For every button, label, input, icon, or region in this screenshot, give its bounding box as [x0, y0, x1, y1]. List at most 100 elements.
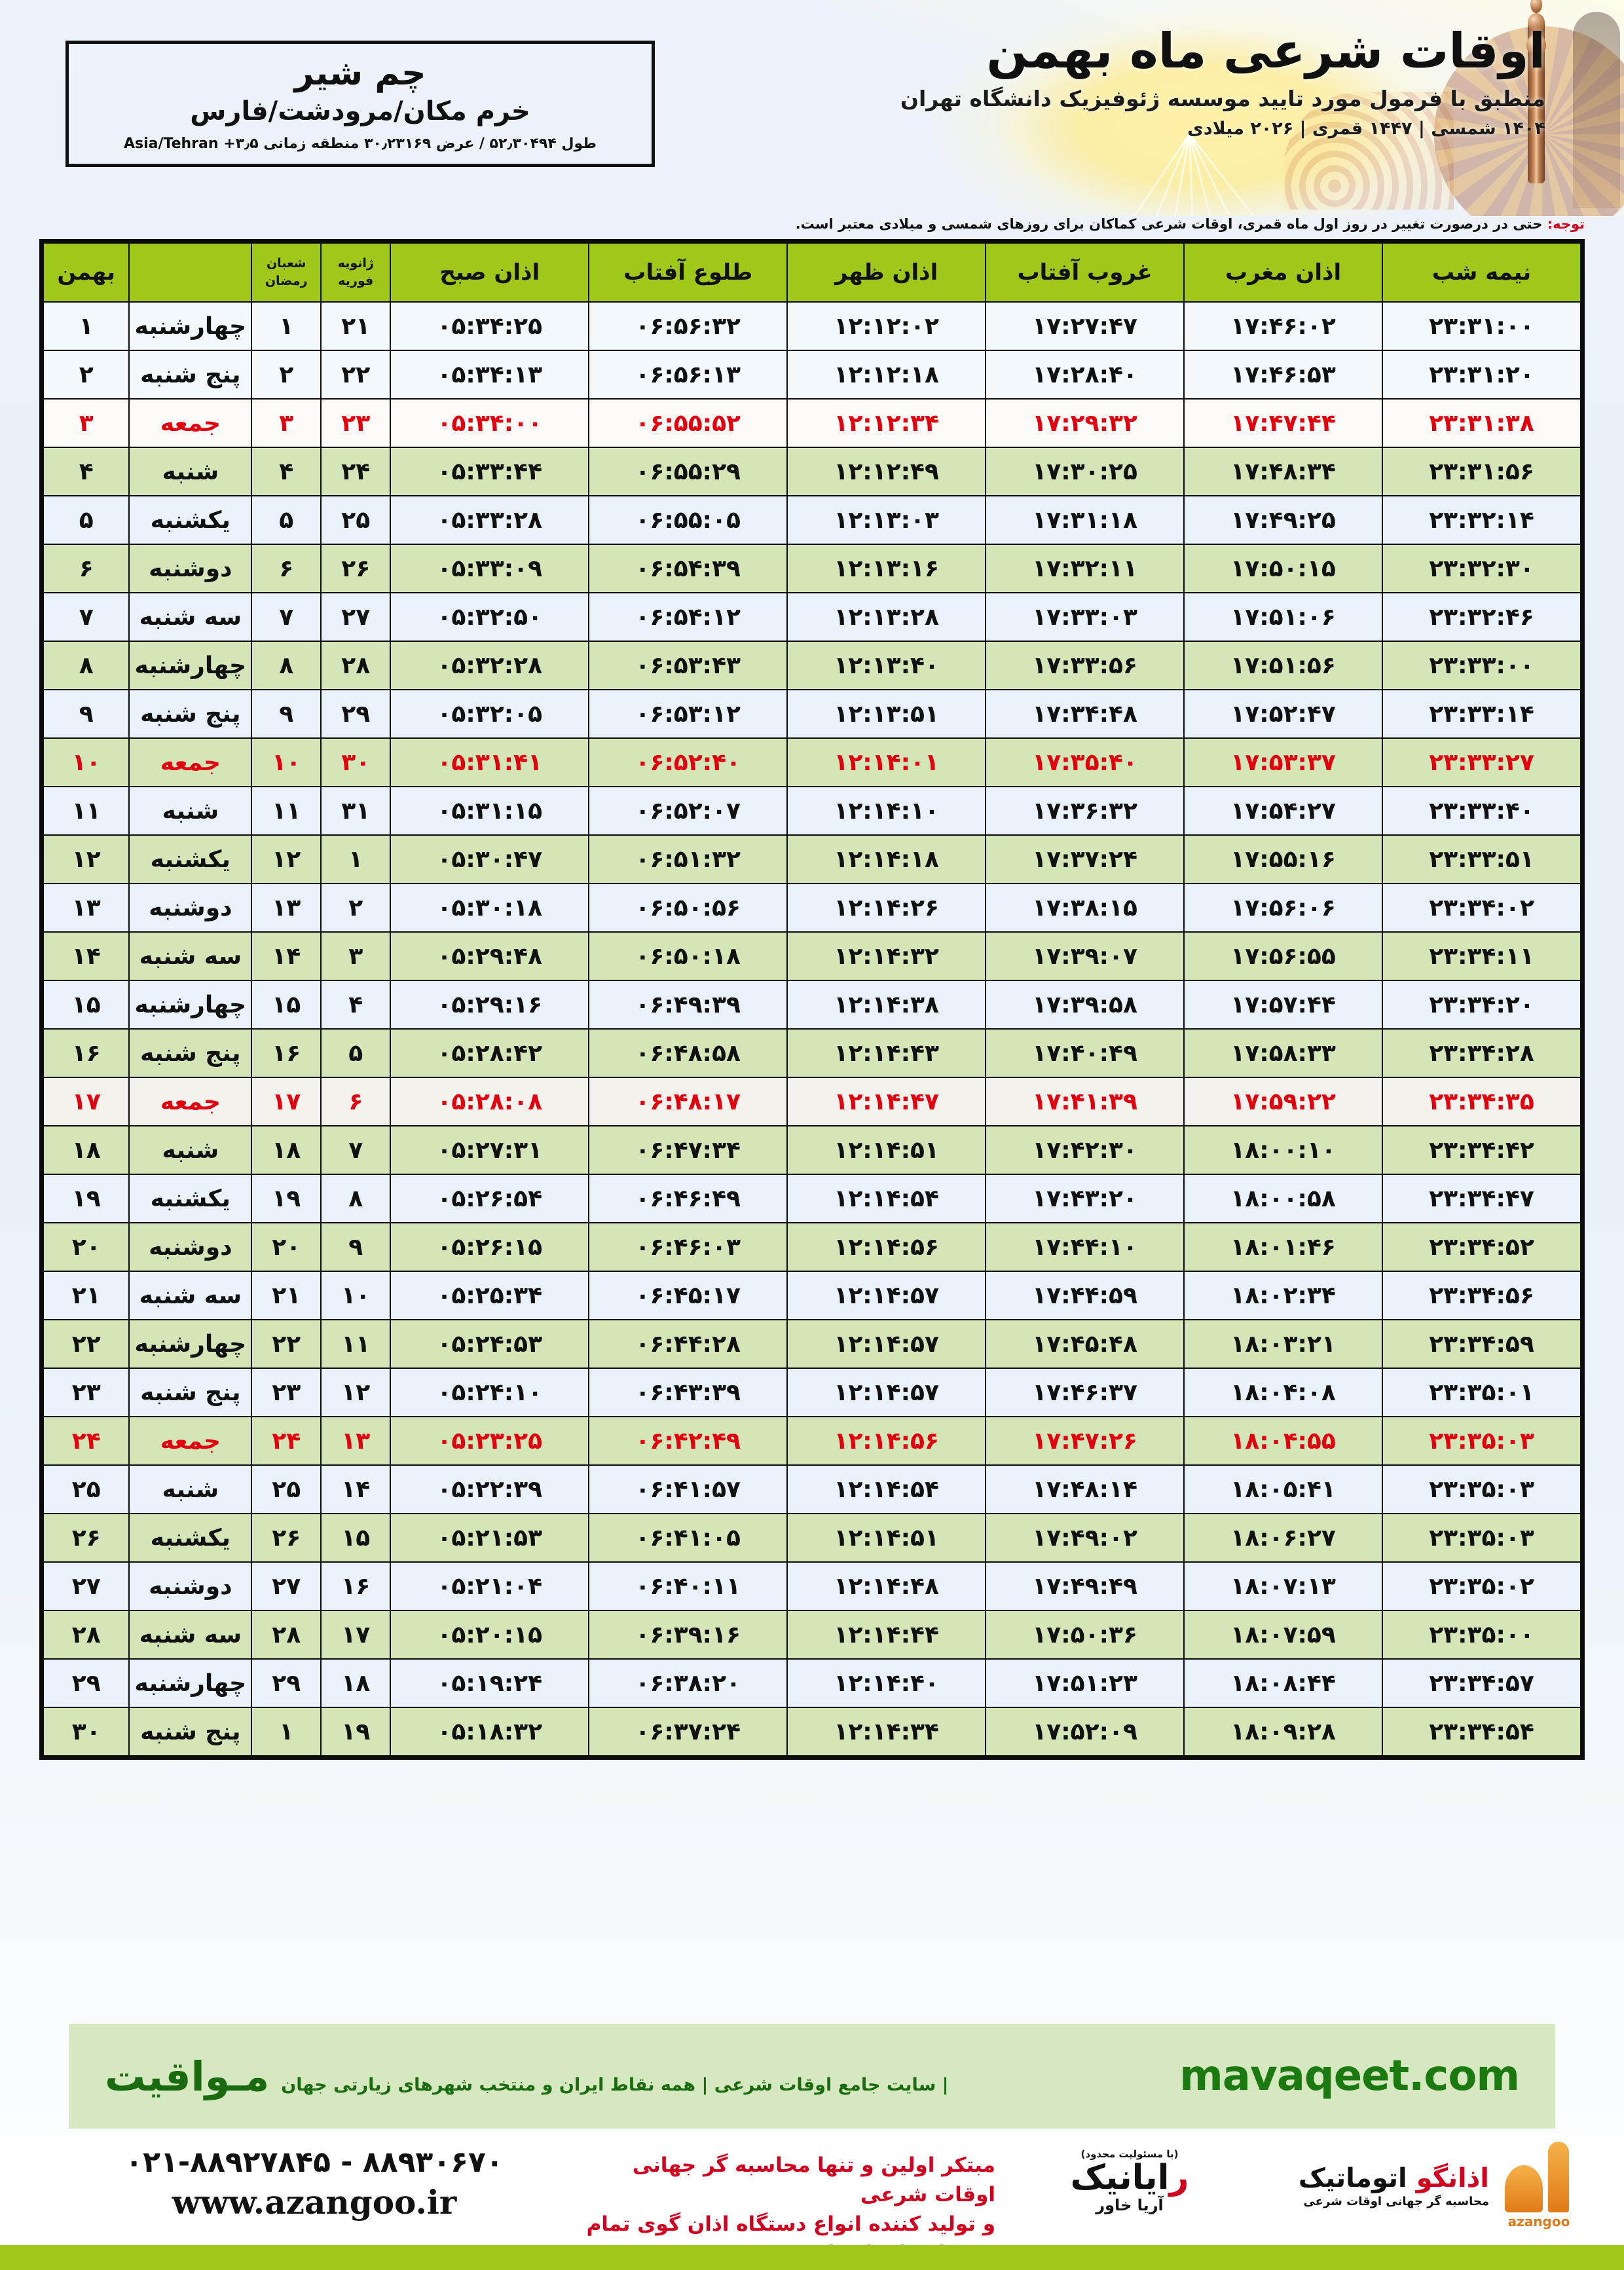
cell-hijri: ۲۴ — [251, 1416, 322, 1466]
page-title: اوقات شرعی ماه بهمن — [986, 23, 1545, 79]
azangoo-website[interactable]: www.azangoo.ir — [172, 2183, 457, 2222]
cell-weekday: یکشنبه — [128, 1174, 253, 1223]
cell-sunset: ۱۷:۳۷:۲۴ — [985, 834, 1185, 884]
cell-day: ۱۸ — [42, 1125, 130, 1175]
cell-hijri: ۱۴ — [251, 931, 322, 981]
cell-hijri: ۴ — [251, 447, 322, 496]
cell-dhuhr: ۱۲:۱۲:۱۸ — [786, 350, 987, 400]
bottom-strip: ۰۲۱-۸۸۹۲۷۸۴۵ - ۸۸۹۳۰۶۷۰ www.azangoo.ir م… — [0, 2134, 1624, 2265]
cell-sunset: ۱۷:۴۶:۳۷ — [985, 1368, 1185, 1417]
table-row: ۲۳:۳۳:۴۰ ۱۷:۵۴:۲۷ ۱۷:۳۶:۳۲ ۱۲:۱۴:۱۰ ۰۶:۵۲:۰۷… — [42, 786, 1581, 836]
cell-hijri: ۱۱ — [251, 786, 322, 836]
table-row: ۲۳:۳۴:۴۷ ۱۸:۰۰:۵۸ ۱۷:۴۳:۲۰ ۱۲:۱۴:۵۴ ۰۶:۴۶:۴۹… — [42, 1174, 1581, 1223]
cell-maghrib: ۱۷:۴۸:۳۴ — [1183, 447, 1384, 496]
cell-fajr: ۰۵:۲۴:۱۰ — [390, 1368, 590, 1417]
decorative-artwork-band — [753, 0, 1624, 216]
cell-day: ۱۷ — [42, 1077, 130, 1126]
cell-dhuhr: ۱۲:۱۴:۵۴ — [786, 1174, 987, 1223]
cell-midnight: ۲۳:۳۴:۲۰ — [1382, 980, 1581, 1030]
cell-greg: ۱۸ — [320, 1658, 392, 1708]
cell-midnight: ۲۳:۳۳:۲۷ — [1382, 737, 1581, 787]
cell-midnight: ۲۳:۳۴:۵۲ — [1382, 1222, 1581, 1272]
cell-sunrise: ۰۶:۵۳:۱۲ — [588, 689, 788, 739]
table-header-row: نیمه شب اذان مغرب غروب آفتاب اذان ظهر طل… — [42, 242, 1581, 303]
cell-sunrise: ۰۶:۳۷:۲۴ — [588, 1707, 788, 1757]
cell-fajr: ۰۵:۲۹:۴۸ — [390, 931, 590, 981]
footer-site-url[interactable]: mavaqeet.com — [1179, 2052, 1520, 2100]
cell-midnight: ۲۳:۳۱:۳۸ — [1382, 398, 1581, 448]
rayanic-name-main: ایانیک — [1070, 2158, 1170, 2197]
footer-banner: mavaqeet.com | سایت جامع اوقات شرعی | هم… — [69, 2024, 1555, 2129]
cell-day: ۱۲ — [42, 834, 130, 884]
column-header-hijri: شعبان رمضان — [251, 242, 322, 303]
table-row: ۲۳:۳۵:۰۲ ۱۸:۰۷:۱۳ ۱۷:۴۹:۴۹ ۱۲:۱۴:۴۸ ۰۶:۴۰:۱۱… — [42, 1561, 1581, 1611]
cell-midnight: ۲۳:۳۳:۵۱ — [1382, 834, 1581, 884]
cell-midnight: ۲۳:۳۵:۰۰ — [1382, 1610, 1581, 1660]
cell-greg: ۵ — [320, 1028, 392, 1078]
cell-sunrise: ۰۶:۴۷:۳۴ — [588, 1125, 788, 1175]
cell-weekday: شنبه — [128, 1464, 253, 1514]
cell-sunset: ۱۷:۳۳:۰۳ — [985, 592, 1185, 642]
cell-weekday: پنج شنبه — [128, 689, 253, 739]
cell-hijri: ۱۰ — [251, 737, 322, 787]
cell-fajr: ۰۵:۳۳:۰۹ — [390, 544, 590, 593]
cell-weekday: شنبه — [128, 1125, 253, 1175]
cell-weekday: سه شنبه — [128, 1610, 253, 1660]
cell-maghrib: ۱۷:۴۶:۰۲ — [1183, 301, 1384, 351]
cell-maghrib: ۱۷:۵۱:۰۶ — [1183, 592, 1384, 642]
cell-fajr: ۰۵:۳۱:۱۵ — [390, 786, 590, 836]
cell-fajr: ۰۵:۲۶:۵۴ — [390, 1174, 590, 1223]
rayanic-logo: (با مسئولیت محدود) رایانیک آریا خاور — [1022, 2148, 1238, 2214]
cell-dhuhr: ۱۲:۱۳:۰۳ — [786, 495, 987, 545]
cell-sunrise: ۰۶:۴۸:۱۷ — [588, 1077, 788, 1126]
cell-greg: ۷ — [320, 1125, 392, 1175]
cell-dhuhr: ۱۲:۱۴:۳۴ — [786, 1707, 987, 1757]
cell-sunrise: ۰۶:۴۹:۳۹ — [588, 980, 788, 1030]
azangoo-logo: azangoo اذانگو اتوماتیک محاسبه گر جهانی … — [1264, 2142, 1578, 2229]
cell-fajr: ۰۵:۱۸:۳۲ — [390, 1707, 590, 1757]
cell-dhuhr: ۱۲:۱۳:۵۱ — [786, 689, 987, 739]
table-row: ۲۳:۳۴:۵۹ ۱۸:۰۳:۲۱ ۱۷:۴۵:۴۸ ۱۲:۱۴:۵۷ ۰۶:۴۴:۲۸… — [42, 1319, 1581, 1369]
advert-line-1: مبتکر اولین و تنها محاسبه گر جهانی اوقات… — [632, 2153, 995, 2206]
cell-fajr: ۰۵:۲۵:۳۴ — [390, 1271, 590, 1320]
cell-sunrise: ۰۶:۴۱:۰۵ — [588, 1513, 788, 1563]
cell-sunrise: ۰۶:۵۱:۳۲ — [588, 834, 788, 884]
cell-greg: ۹ — [320, 1222, 392, 1272]
table-row: ۲۳:۳۳:۵۱ ۱۷:۵۵:۱۶ ۱۷:۳۷:۲۴ ۱۲:۱۴:۱۸ ۰۶:۵۱:۳۲… — [42, 834, 1581, 884]
cell-weekday: دوشنبه — [128, 1561, 253, 1611]
location-box: چم شیر خرم مکان/مرودشت/فارس طول ۵۲٫۳۰۴۹۴… — [65, 41, 655, 167]
cell-weekday: یکشنبه — [128, 834, 253, 884]
cell-sunrise: ۰۶:۵۶:۱۳ — [588, 350, 788, 400]
cell-sunset: ۱۷:۳۲:۱۱ — [985, 544, 1185, 593]
cell-sunrise: ۰۶:۳۸:۲۰ — [588, 1658, 788, 1708]
cell-hijri: ۲۲ — [251, 1319, 322, 1369]
cell-day: ۴ — [42, 447, 130, 496]
cell-fajr: ۰۵:۲۹:۱۶ — [390, 980, 590, 1030]
cell-dhuhr: ۱۲:۱۴:۵۷ — [786, 1368, 987, 1417]
cell-sunrise: ۰۶:۵۴:۳۹ — [588, 544, 788, 593]
cell-weekday: سه شنبه — [128, 931, 253, 981]
prayer-times-table: نیمه شب اذان مغرب غروب آفتاب اذان ظهر طل… — [42, 242, 1581, 1757]
cell-weekday: چهارشنبه — [128, 1658, 253, 1708]
cell-maghrib: ۱۷:۵۳:۳۷ — [1183, 737, 1384, 787]
cell-weekday: پنج شنبه — [128, 1028, 253, 1078]
cell-maghrib: ۱۷:۵۰:۱۵ — [1183, 544, 1384, 593]
cell-maghrib: ۱۸:۰۸:۴۴ — [1183, 1658, 1384, 1708]
azangoo-tagline: محاسبه گر جهانی اوقات شرعی — [1303, 2194, 1489, 2208]
cell-greg: ۲۴ — [320, 447, 392, 496]
column-header-maghrib: اذان مغرب — [1183, 242, 1384, 303]
cell-sunset: ۱۷:۲۸:۴۰ — [985, 350, 1185, 400]
mosque-icon: azangoo — [1500, 2142, 1578, 2229]
cell-maghrib: ۱۸:۰۱:۴۶ — [1183, 1222, 1384, 1272]
cell-hijri: ۳ — [251, 398, 322, 448]
cell-fajr: ۰۵:۱۹:۲۴ — [390, 1658, 590, 1708]
cell-maghrib: ۱۷:۵۱:۵۶ — [1183, 641, 1384, 690]
cell-sunrise: ۰۶:۴۶:۴۹ — [588, 1174, 788, 1223]
cell-hijri: ۲۷ — [251, 1561, 322, 1611]
cell-day: ۱۰ — [42, 737, 130, 787]
cell-dhuhr: ۱۲:۱۳:۲۸ — [786, 592, 987, 642]
cell-hijri: ۲۰ — [251, 1222, 322, 1272]
cell-midnight: ۲۳:۳۳:۱۴ — [1382, 689, 1581, 739]
cell-dhuhr: ۱۲:۱۴:۴۰ — [786, 1658, 987, 1708]
cell-midnight: ۲۳:۳۲:۴۶ — [1382, 592, 1581, 642]
